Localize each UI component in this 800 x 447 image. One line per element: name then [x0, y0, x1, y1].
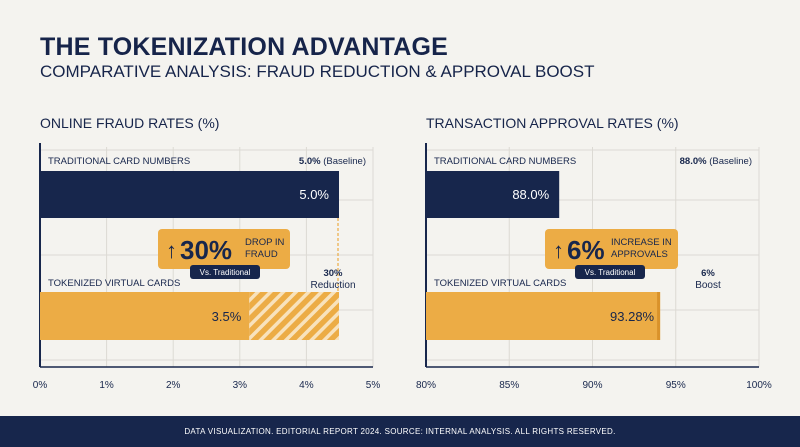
fraud-traditional-value: 5.0% [299, 187, 329, 202]
fraud-tokenized-value: 3.5% [212, 309, 242, 324]
fraud-callout-arrow: ↑ [166, 238, 177, 263]
approval-callout-tag-text: Vs. Traditional [585, 268, 636, 277]
fraud-side-note-value: 30% [323, 268, 343, 279]
approval-tick-label: 85% [499, 380, 519, 391]
fraud-callout-value: 30% [180, 235, 232, 265]
approval-traditional-label: TRADITIONAL CARD NUMBERS [434, 156, 576, 167]
approval-traditional-value: 88.0% [512, 187, 549, 202]
fraud-tokenized-bar [40, 292, 250, 340]
fraud-side-note-label: Reduction [310, 280, 355, 291]
approval-callout-line2: APPROVALS [611, 249, 668, 260]
approval-tokenized-label: TOKENIZED VIRTUAL CARDS [434, 278, 566, 289]
fraud-tick-label: 3% [233, 380, 248, 391]
approval-baseline-note: 88.0% (Baseline) [680, 156, 752, 167]
approval-tick-label: 90% [582, 380, 602, 391]
fraud-callout-tag [190, 265, 260, 279]
fraud-reduction-hatch [249, 292, 339, 340]
page-title: THE TOKENIZATION ADVANTAGE [40, 33, 448, 61]
page-subtitle: COMPARATIVE ANALYSIS: FRAUD REDUCTION & … [40, 62, 595, 81]
approval-callout-value: 6% [567, 235, 605, 265]
approval-tick-label: 80% [416, 380, 436, 391]
footer: DATA VISUALIZATION. EDITORIAL REPORT 202… [0, 416, 800, 447]
fraud-callout-line2: FRAUD [245, 249, 278, 260]
approval-traditional-bar [426, 171, 560, 218]
fraud-tick-label: 5% [366, 380, 381, 391]
fraud-tokenized-label: TOKENIZED VIRTUAL CARDS [48, 278, 180, 289]
approval-callout-arrow: ↑ [553, 238, 564, 263]
fraud-traditional-label: TRADITIONAL CARD NUMBERS [48, 156, 190, 167]
fraud-traditional-bar [40, 171, 339, 218]
approval-tick-label: 95% [666, 380, 686, 391]
fraud-tick-label: 4% [299, 380, 314, 391]
fraud-callout-box [158, 229, 290, 269]
fraud-tick-label: 0% [33, 380, 48, 391]
fraud-tick-label: 1% [99, 380, 114, 391]
approval-side-note-label: Boost [695, 280, 721, 291]
approval-boost-highlight [657, 292, 661, 340]
approval-tokenized-value: 93.28% [610, 309, 655, 324]
approval-chart-title: TRANSACTION APPROVAL RATES (%) [426, 115, 679, 131]
fraud-callout-tag-text: Vs. Traditional [200, 268, 251, 277]
approval-callout-line1: INCREASE IN [611, 237, 672, 248]
fraud-tick-label: 2% [166, 380, 181, 391]
approval-tick-label: 100% [746, 380, 772, 391]
fraud-chart-title: ONLINE FRAUD RATES (%) [40, 115, 220, 131]
approval-callout-box [545, 229, 678, 269]
fraud-baseline-note: 5.0% (Baseline) [299, 156, 366, 167]
approval-side-note-value: 6% [701, 268, 715, 279]
approval-callout-tag [575, 265, 645, 279]
approval-tokenized-bar [426, 292, 661, 340]
fraud-callout-line1: DROP IN [245, 237, 285, 248]
